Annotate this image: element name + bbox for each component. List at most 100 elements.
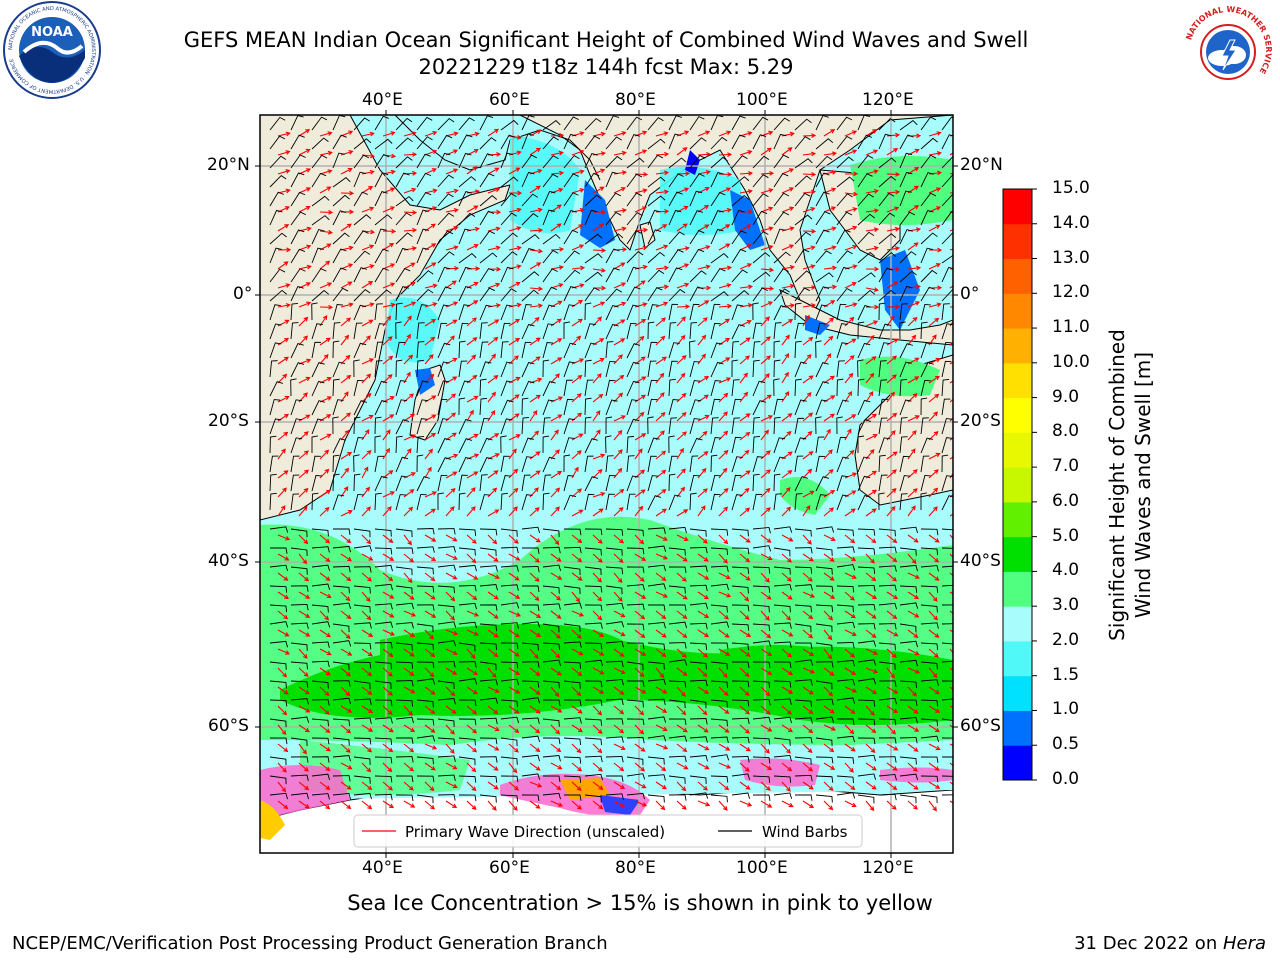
wave-direction-arrow xyxy=(529,648,539,659)
wave-direction-arrow xyxy=(823,490,836,498)
wind-barb xyxy=(353,545,373,552)
wind-barb xyxy=(311,528,329,537)
wind-barb xyxy=(815,436,825,454)
wave-direction-arrow xyxy=(760,147,772,156)
wave-direction-arrow xyxy=(424,395,437,403)
wave-direction-arrow xyxy=(319,591,332,599)
wave-direction-arrow xyxy=(319,534,331,544)
wave-direction-arrow xyxy=(634,534,645,545)
wave-direction-arrow xyxy=(403,131,417,137)
wind-barb xyxy=(605,341,614,359)
wind-barb xyxy=(542,546,561,554)
wind-barb xyxy=(374,475,388,492)
wave-direction-arrow xyxy=(529,686,541,695)
wave-direction-arrow xyxy=(634,648,647,656)
wave-direction-arrow xyxy=(445,781,458,789)
wind-barb xyxy=(458,418,472,435)
wave-direction-arrow xyxy=(655,335,666,346)
wave-direction-arrow xyxy=(298,610,311,618)
wind-barb xyxy=(731,773,751,780)
wind-barb xyxy=(290,154,306,169)
wave-direction-arrow xyxy=(445,648,458,655)
wave-direction-arrow xyxy=(676,667,688,676)
wave-direction-arrow xyxy=(907,781,919,790)
wave-direction-arrow xyxy=(529,800,541,809)
wind-barb xyxy=(731,528,749,537)
wind-barb xyxy=(374,228,387,245)
wave-direction-arrow xyxy=(466,762,477,773)
wave-direction-arrow xyxy=(592,209,607,215)
wind-barb xyxy=(710,172,724,188)
wave-direction-arrow xyxy=(592,743,603,754)
wind-barb xyxy=(878,474,888,492)
wave-direction-arrow xyxy=(823,335,834,346)
wind-barb xyxy=(563,361,576,378)
wind-barb xyxy=(542,585,560,594)
wind-barb xyxy=(500,435,507,454)
wave-direction-arrow xyxy=(340,686,351,697)
wave-direction-arrow xyxy=(340,451,353,460)
wind-barb xyxy=(416,585,435,593)
wave-direction-arrow xyxy=(844,724,855,735)
wave-direction-arrow xyxy=(445,131,459,137)
wave-direction-arrow xyxy=(592,508,604,517)
wind-barb xyxy=(794,340,802,359)
wave-direction-arrow xyxy=(760,686,771,697)
wave-direction-arrow xyxy=(802,629,814,639)
wind-barb xyxy=(374,400,388,416)
wind-barb xyxy=(941,584,953,587)
wave-direction-arrow xyxy=(802,490,815,498)
wave-direction-arrow xyxy=(277,686,289,695)
wind-barb xyxy=(269,191,284,207)
colorbar-tick-label: 1.5 xyxy=(1052,664,1080,685)
wind-barb xyxy=(878,697,897,705)
wave-direction-arrow xyxy=(886,189,901,195)
wave-direction-arrow xyxy=(445,553,458,560)
wave-direction-arrow xyxy=(529,337,541,346)
wind-barb xyxy=(731,547,750,555)
wave-direction-arrow xyxy=(949,210,953,213)
wind-barb xyxy=(794,699,812,708)
wind-barb xyxy=(437,286,452,302)
wind-barb xyxy=(710,642,729,650)
wave-direction-arrow xyxy=(697,781,708,791)
wave-direction-arrow xyxy=(403,800,416,808)
wind-barb xyxy=(773,584,792,591)
wave-direction-arrow xyxy=(739,667,750,678)
wind-barb xyxy=(290,566,308,575)
wind-barb xyxy=(626,435,634,454)
wind-barb xyxy=(269,699,288,707)
wind-barb xyxy=(563,661,582,669)
wind-barb xyxy=(794,361,807,378)
legend-wave-label: Primary Wave Direction (unscaled) xyxy=(405,823,665,841)
wind-barb xyxy=(521,773,541,780)
wave-direction-arrow xyxy=(466,487,476,498)
wind-barb xyxy=(521,680,540,688)
wind-barb xyxy=(437,755,456,762)
wave-direction-arrow xyxy=(697,667,708,678)
lon-tick-bottom-60e: 60°E xyxy=(489,858,530,878)
wind-barb xyxy=(710,565,729,573)
wind-barb xyxy=(563,775,582,783)
wind-barb xyxy=(710,303,721,321)
wind-barb xyxy=(353,214,372,226)
wind-barb xyxy=(542,190,556,207)
wind-barb xyxy=(374,323,386,340)
wave-direction-arrow xyxy=(361,724,374,732)
wind-barb xyxy=(584,455,594,473)
wave-direction-arrow xyxy=(403,724,416,733)
wind-barb xyxy=(437,380,450,397)
wave-direction-arrow xyxy=(886,591,899,600)
wave-direction-arrow xyxy=(403,506,414,517)
wind-barb xyxy=(899,285,913,302)
wave-direction-arrow xyxy=(886,451,898,460)
wave-direction-arrow xyxy=(550,283,564,289)
wind-barb xyxy=(689,210,703,226)
wave-direction-arrow xyxy=(382,302,396,308)
nws-logo-icon: NATIONAL WEATHER SERVICE xyxy=(1180,2,1276,98)
wind-barb xyxy=(647,176,666,188)
wind-barb xyxy=(437,212,455,226)
wave-direction-arrow xyxy=(781,506,792,517)
wave-direction-arrow xyxy=(865,434,878,441)
wave-direction-arrow xyxy=(676,781,687,792)
